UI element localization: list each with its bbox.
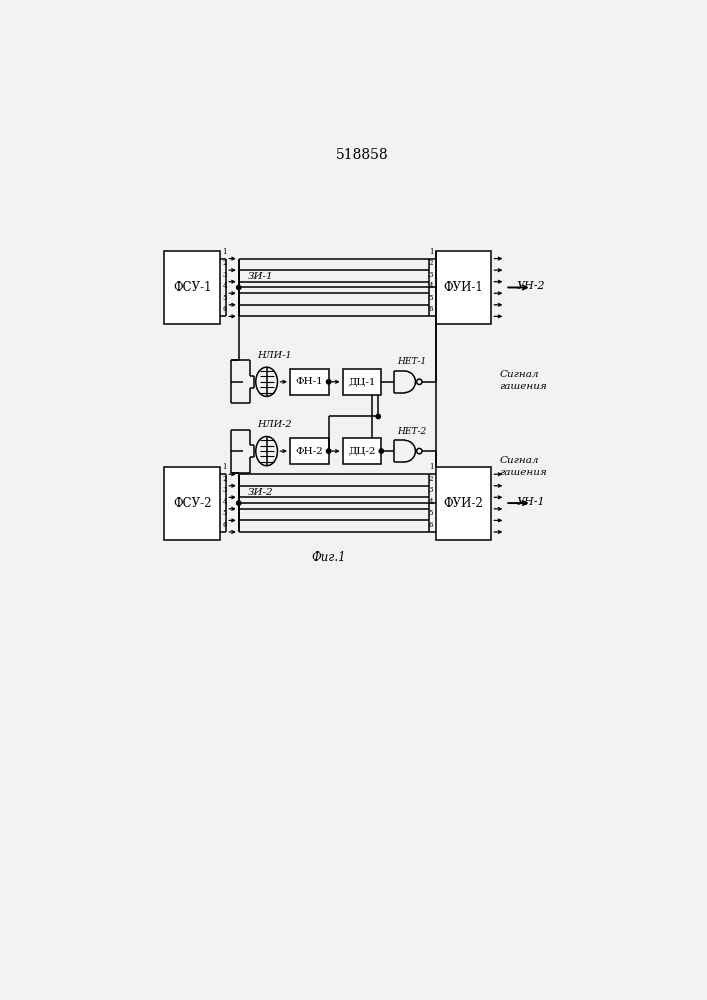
- Text: ФСУ-2: ФСУ-2: [173, 497, 211, 510]
- Text: 4: 4: [428, 498, 433, 506]
- Text: 5: 5: [428, 294, 433, 302]
- Bar: [343, 438, 381, 464]
- Text: Сигнал: Сигнал: [499, 370, 539, 379]
- Text: 3: 3: [223, 271, 227, 279]
- Circle shape: [327, 380, 331, 384]
- Circle shape: [327, 449, 331, 453]
- Text: 3: 3: [429, 486, 433, 494]
- Text: ФУИ-2: ФУИ-2: [443, 497, 484, 510]
- Text: 5: 5: [223, 509, 227, 517]
- Circle shape: [379, 449, 383, 453]
- Text: УН-2: УН-2: [516, 281, 545, 291]
- Text: 6: 6: [428, 521, 433, 529]
- Text: 1: 1: [428, 248, 433, 256]
- Text: 4: 4: [428, 282, 433, 290]
- Text: Сигнал: Сигнал: [499, 456, 539, 465]
- Text: НЛИ-2: НЛИ-2: [257, 420, 292, 429]
- Text: 2: 2: [428, 475, 433, 483]
- Text: НЕТ-2: НЕТ-2: [397, 427, 427, 436]
- Text: 2: 2: [428, 259, 433, 267]
- Text: 518858: 518858: [336, 148, 388, 162]
- Text: 6: 6: [428, 305, 433, 313]
- Text: ФН-2: ФН-2: [296, 447, 323, 456]
- Text: 3: 3: [223, 486, 227, 494]
- Bar: [290, 438, 329, 464]
- Text: 6: 6: [223, 521, 227, 529]
- Text: НЕТ-1: НЕТ-1: [397, 357, 427, 366]
- Bar: [290, 369, 329, 395]
- Text: 2: 2: [223, 475, 227, 483]
- Text: УН-1: УН-1: [516, 497, 545, 507]
- Circle shape: [237, 285, 241, 290]
- Text: 1: 1: [223, 463, 227, 471]
- Circle shape: [237, 501, 241, 505]
- Text: 4: 4: [223, 498, 227, 506]
- Text: ДЦ-1: ДЦ-1: [349, 377, 375, 386]
- Text: Фиг.1: Фиг.1: [311, 551, 346, 564]
- Text: ДЦ-2: ДЦ-2: [349, 447, 375, 456]
- Text: 4: 4: [223, 282, 227, 290]
- Text: ЗИ-2: ЗИ-2: [248, 488, 274, 497]
- Text: 5: 5: [428, 509, 433, 517]
- Text: 2: 2: [223, 259, 227, 267]
- Text: 5: 5: [223, 294, 227, 302]
- Text: НЛИ-1: НЛИ-1: [257, 351, 292, 360]
- Text: 6: 6: [223, 305, 227, 313]
- Text: 1: 1: [223, 248, 227, 256]
- Text: ФСУ-1: ФСУ-1: [173, 281, 211, 294]
- Bar: [343, 369, 381, 395]
- Text: ЗИ-1: ЗИ-1: [248, 272, 274, 281]
- Bar: [164, 251, 220, 324]
- Bar: [436, 251, 491, 324]
- Text: 3: 3: [429, 271, 433, 279]
- Text: гашения: гашения: [499, 382, 547, 391]
- Bar: [436, 466, 491, 540]
- Text: 1: 1: [428, 463, 433, 471]
- Text: гашения: гашения: [499, 468, 547, 477]
- Text: ФН-1: ФН-1: [296, 377, 323, 386]
- Bar: [164, 466, 220, 540]
- Text: ФУИ-1: ФУИ-1: [443, 281, 484, 294]
- Circle shape: [376, 414, 380, 419]
